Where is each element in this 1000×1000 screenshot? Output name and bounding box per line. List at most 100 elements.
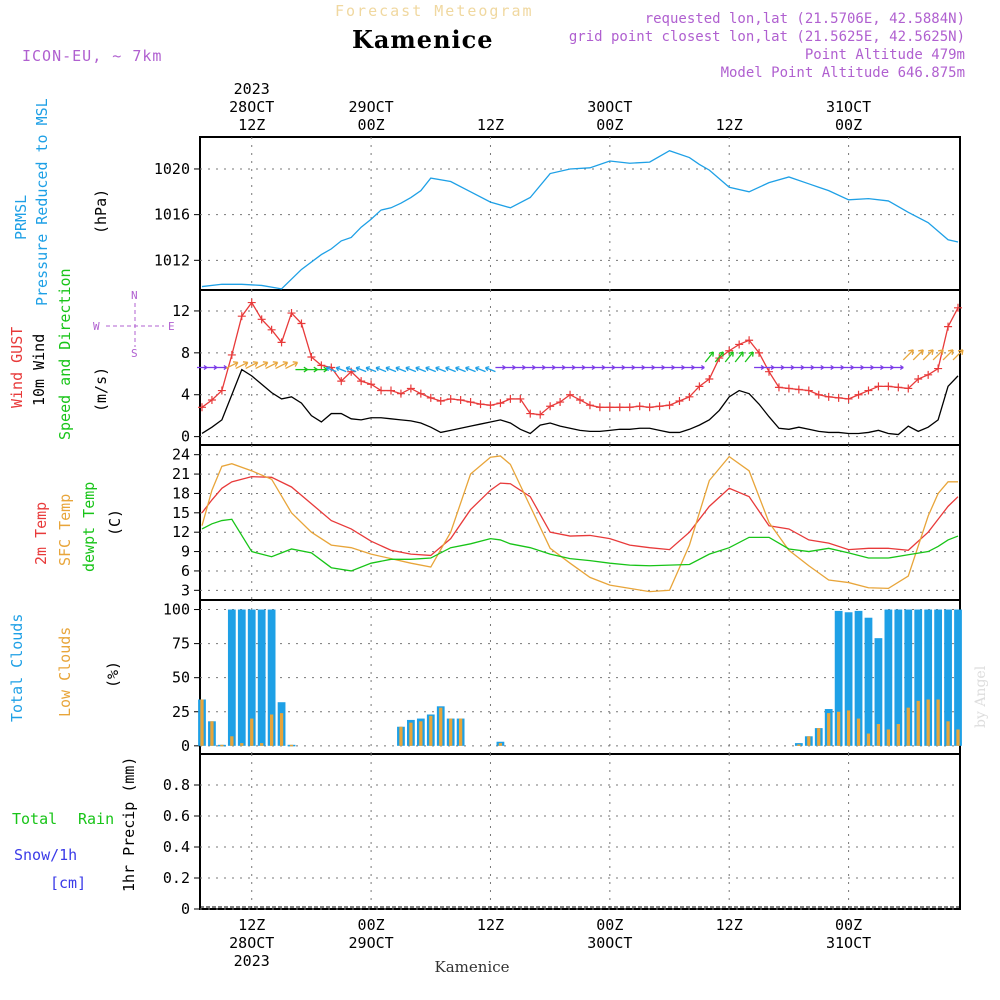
gust-point xyxy=(277,338,286,347)
low-cloud-bar xyxy=(906,707,910,746)
temp-unit-label: (C) xyxy=(106,509,124,536)
wind-arrow-head xyxy=(282,361,289,367)
wind-arrow-head xyxy=(830,364,835,371)
low-cloud-bar xyxy=(409,722,413,746)
low-cloud-bar xyxy=(807,736,811,746)
bottom-time-label: 30OCT xyxy=(587,934,632,952)
gust-point xyxy=(924,370,933,379)
low-cloud-bar xyxy=(866,733,871,746)
low-cloud-bar xyxy=(846,710,851,746)
top-time-label: 30OCT xyxy=(587,98,632,116)
gust-point xyxy=(675,397,684,406)
svg-text:E: E xyxy=(168,320,175,333)
y-tick-label: 0.8 xyxy=(163,776,190,794)
pressure-msl-label: Pressure Reduced to MSL xyxy=(33,98,51,306)
y-tick-label: 15 xyxy=(172,504,190,522)
y-tick-label: 1012 xyxy=(154,251,190,269)
snow-unit-label: [cm] xyxy=(50,874,86,892)
y-tick-label: 8 xyxy=(181,344,190,362)
wind-arrow-head xyxy=(899,364,904,371)
gust-point xyxy=(367,380,376,389)
series-line-dewpt-temp xyxy=(201,518,959,572)
cloud-labels: Total Clouds Low Clouds (%) xyxy=(8,614,122,722)
svg-text:N: N xyxy=(131,289,138,302)
gust-point xyxy=(496,399,505,408)
panel-frame xyxy=(199,753,961,910)
y-tick-label: 21 xyxy=(172,465,190,483)
y-tick-label: 0 xyxy=(181,428,190,446)
wind-arrow-head xyxy=(335,366,341,372)
top-time-label: 12Z xyxy=(238,116,265,134)
wind-arrow-head xyxy=(365,366,371,372)
wind-direction-arrow xyxy=(425,366,437,373)
total-cloud-bar xyxy=(874,638,883,746)
low-clouds-label: Low Clouds xyxy=(56,627,74,717)
gust-point xyxy=(566,390,575,399)
low-cloud-bar xyxy=(498,743,503,746)
wind-arrow-head xyxy=(474,366,480,372)
wind-direction-arrow xyxy=(345,366,357,373)
low-cloud-bar xyxy=(439,707,443,746)
wind-direction-arrow xyxy=(275,361,288,369)
wind-arrow-head xyxy=(591,364,596,371)
wind-direction-arrow xyxy=(435,366,446,373)
gust-point xyxy=(307,353,316,362)
wind-direction-arrow xyxy=(942,349,954,361)
y-tick-label: 50 xyxy=(172,669,190,687)
gust-point xyxy=(894,383,903,392)
gust-point xyxy=(446,394,455,403)
wind-arrow-head xyxy=(252,361,259,367)
gust-point xyxy=(655,402,664,411)
y-tick-labels: 1012101610200481236912151821240255075100… xyxy=(154,160,190,918)
wind-arrow-head xyxy=(810,364,815,371)
temp-dewpoint-label: dewpt Temp xyxy=(80,482,98,572)
gust-point xyxy=(386,386,395,395)
series-line-10m-wind xyxy=(201,368,959,436)
bottom-time-label: 29OCT xyxy=(349,934,394,952)
svg-text:S: S xyxy=(131,347,138,360)
precip-labels: Total Rain Snow/1h [cm] 1hr Precip (mm) xyxy=(12,757,138,892)
y-tick-label: 12 xyxy=(172,302,190,320)
wind-arrow-head xyxy=(375,366,380,372)
wind-arrow-head xyxy=(262,361,269,367)
low-cloud-bar xyxy=(886,729,891,746)
gust-point xyxy=(745,336,754,345)
low-cloud-bar xyxy=(876,724,881,746)
wind-unit-label: (m/s) xyxy=(92,367,110,412)
model-point-altitude: Model Point Altitude 646.875m xyxy=(721,65,965,81)
wind-direction-arrow xyxy=(355,366,367,373)
panel-frame xyxy=(199,444,961,601)
gust-point xyxy=(357,377,366,386)
pressure-unit-label: (hPa) xyxy=(92,189,110,234)
low-cloud-bar xyxy=(926,699,930,746)
low-cloud-bar xyxy=(827,713,831,746)
rain-label: Rain xyxy=(78,810,114,828)
gust-point xyxy=(755,348,764,357)
low-cloud-bar xyxy=(946,721,950,746)
gust-point xyxy=(665,401,674,410)
wind-arrow-head xyxy=(551,364,556,371)
gust-point xyxy=(267,325,276,334)
wind-10m-label: 10m Wind xyxy=(30,334,48,406)
wind-arrow-head xyxy=(928,349,934,356)
gust-point xyxy=(884,382,893,391)
wind-arrow-head xyxy=(611,364,616,371)
wind-arrow-head xyxy=(800,364,805,371)
bottom-time-label: 00Z xyxy=(835,916,862,934)
wind-arrow-head xyxy=(738,351,744,357)
wind-arrow-head xyxy=(345,366,351,372)
y-tick-label: 12 xyxy=(172,523,190,541)
wind-arrow-head xyxy=(203,364,208,371)
top-time-label: 00Z xyxy=(835,116,862,134)
wind-direction-arrow xyxy=(235,361,249,369)
wind-arrow-head xyxy=(213,364,218,371)
low-cloud-bar xyxy=(817,728,821,746)
gust-point xyxy=(934,364,943,373)
gust-point xyxy=(406,384,415,393)
wind-arrow-head xyxy=(355,366,361,372)
series-line-prmsl xyxy=(201,149,959,290)
bottom-time-label: 31OCT xyxy=(826,934,871,952)
wind-direction-arrow xyxy=(465,366,476,373)
wind-direction-arrow xyxy=(285,361,298,369)
